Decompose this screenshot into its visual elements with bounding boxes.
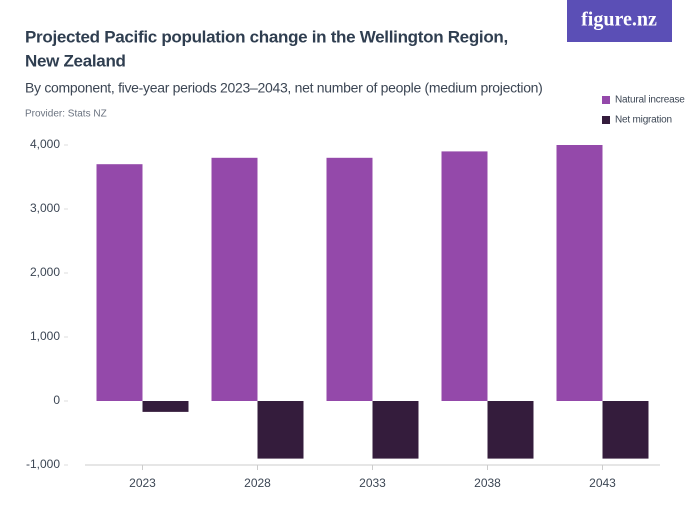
logo[interactable]: figure.nz	[581, 9, 657, 31]
logo-box	[567, 0, 672, 42]
provider: Provider: Stats NZ	[25, 109, 107, 120]
x-tick-label: 2023	[129, 476, 156, 490]
bar	[487, 401, 534, 459]
y-tick-label: 0	[53, 393, 60, 407]
y-tick-label: 1,000	[30, 329, 60, 343]
y-tick-label: 3,000	[30, 201, 60, 215]
chart-subtitle: By component, five-year periods 2023–204…	[25, 80, 543, 96]
x-tick-label: 2033	[359, 476, 386, 490]
legend-swatch	[602, 116, 610, 124]
bar	[142, 401, 189, 412]
bar	[556, 145, 603, 401]
legend-label: Net migration	[615, 115, 672, 126]
y-tick-label: -1,000	[26, 457, 60, 471]
x-tick-label: 2038	[474, 476, 501, 490]
x-tick-label: 2028	[244, 476, 271, 490]
bar	[257, 401, 304, 459]
chart-title: New Zealand	[25, 51, 126, 70]
x-tick-label: 2043	[589, 476, 616, 490]
bar	[326, 157, 373, 401]
bar	[96, 164, 143, 401]
y-tick-label: 2,000	[30, 265, 60, 279]
bar	[372, 401, 419, 459]
bar	[441, 151, 488, 401]
legend-label: Natural increase	[615, 95, 685, 106]
bar	[602, 401, 649, 459]
chart-title: Projected Pacific population change in t…	[25, 27, 508, 46]
legend-swatch	[602, 96, 610, 104]
bar	[211, 157, 258, 401]
y-tick-label: 4,000	[30, 137, 60, 151]
